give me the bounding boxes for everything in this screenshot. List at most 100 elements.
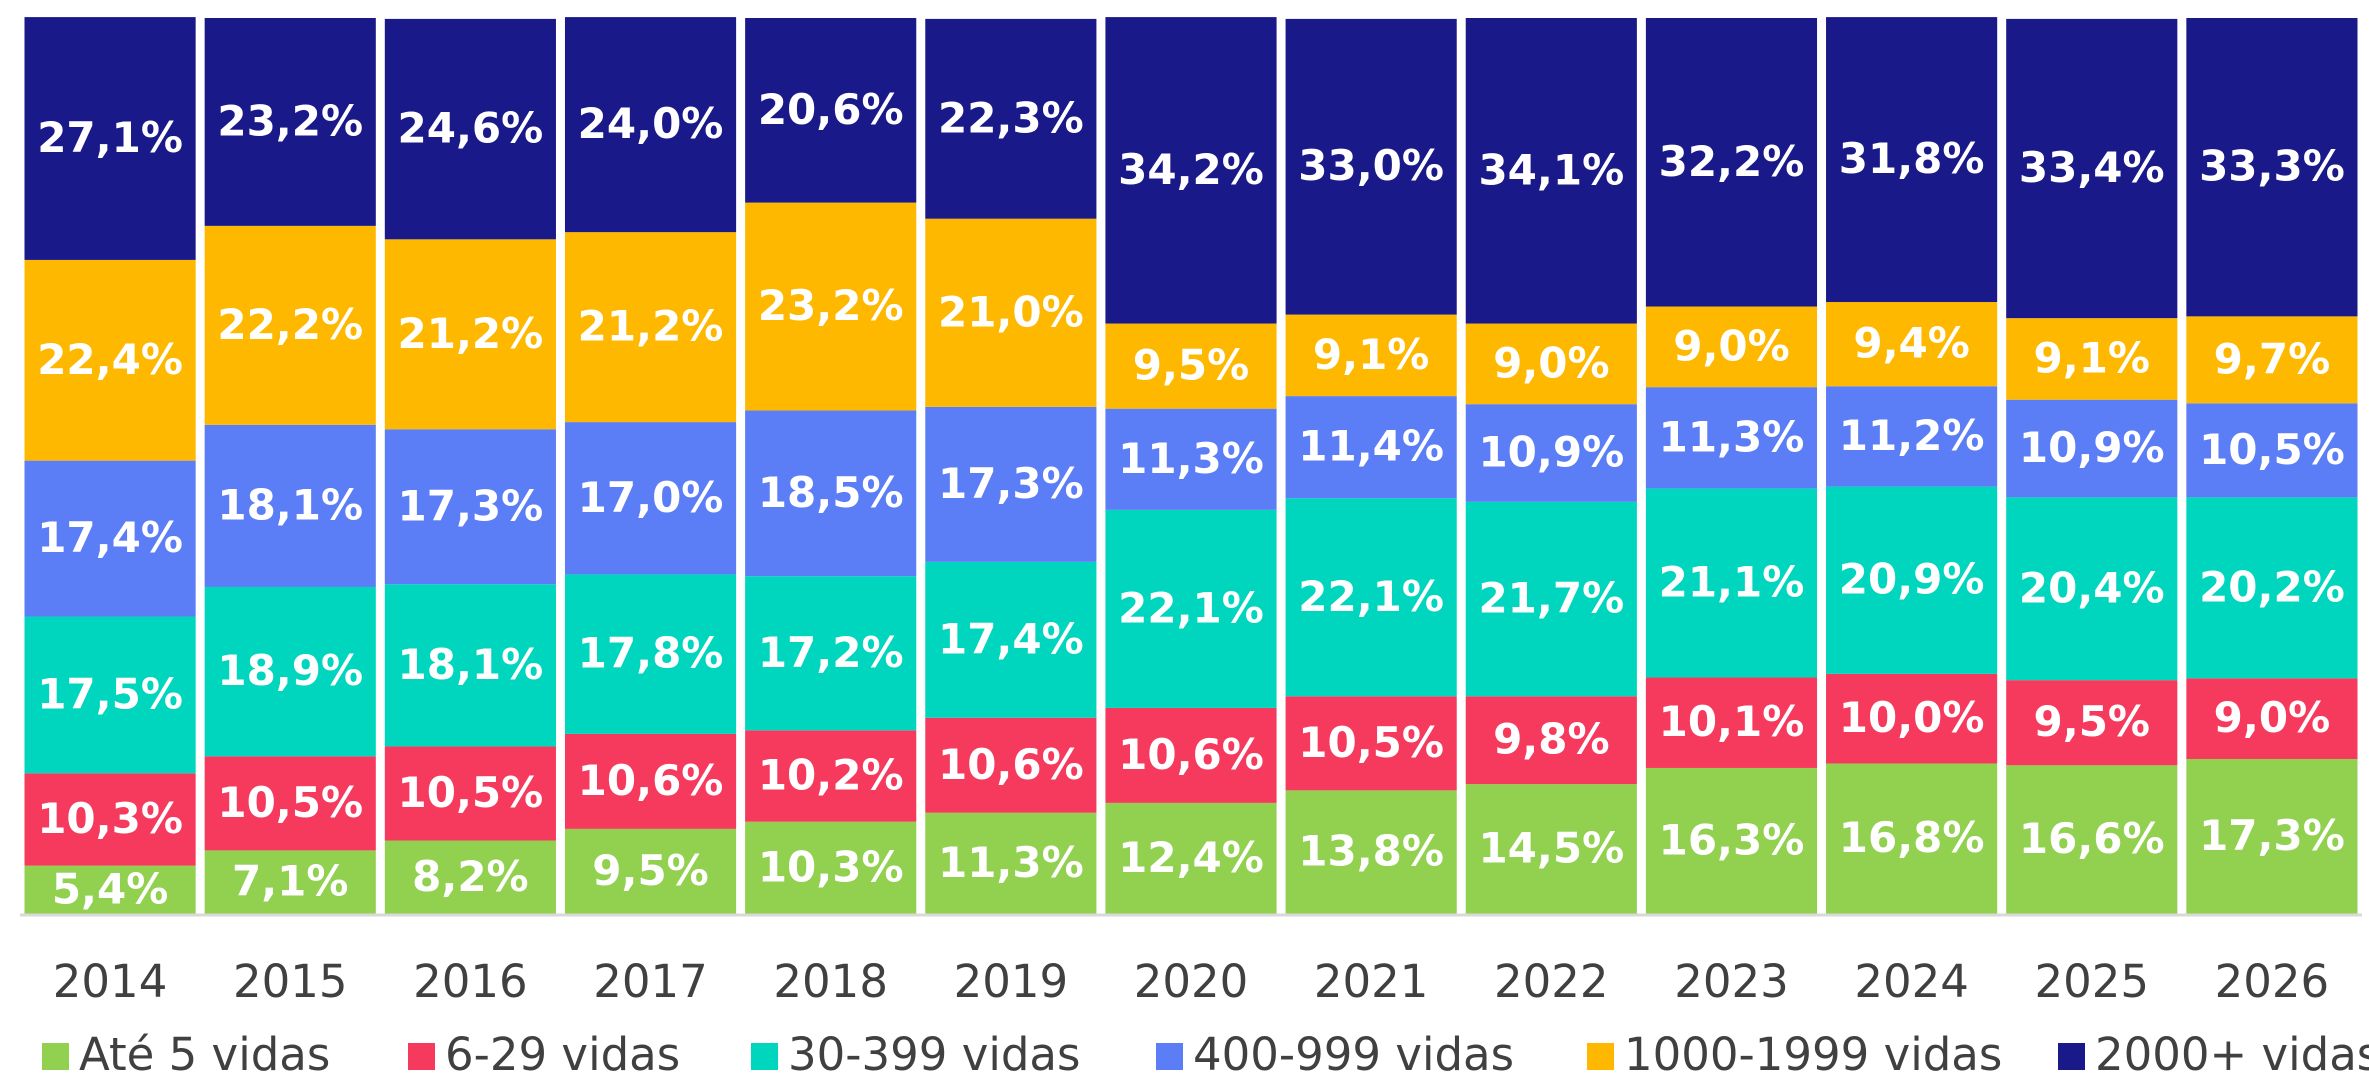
bar-segment xyxy=(1105,707,1277,803)
value-label: 20,2% xyxy=(2199,562,2345,611)
bar-segment xyxy=(1105,17,1277,324)
bar-segment xyxy=(1826,673,1998,764)
bar-segment xyxy=(745,18,917,203)
value-label: 22,1% xyxy=(1118,583,1264,632)
bar-segment xyxy=(1645,306,1818,388)
bar-segment xyxy=(384,429,556,585)
bar-segment xyxy=(384,584,556,747)
bar-segment xyxy=(1645,387,1818,489)
bar-segment xyxy=(24,17,196,260)
value-label: 20,9% xyxy=(1839,555,1985,604)
value-label: 11,3% xyxy=(1659,412,1805,461)
value-label: 10,5% xyxy=(398,768,544,817)
value-label: 18,1% xyxy=(217,480,363,529)
bar-segment xyxy=(925,812,1097,914)
value-label: 14,5% xyxy=(1478,824,1624,873)
legend-swatch xyxy=(1156,1043,1183,1070)
bar-segment xyxy=(564,17,737,233)
value-label: 27,1% xyxy=(37,113,183,162)
bar-segment xyxy=(384,239,556,430)
bar-segment xyxy=(1645,18,1818,307)
value-label: 21,7% xyxy=(1478,574,1624,623)
bar-segment xyxy=(1285,696,1457,791)
bar-segment xyxy=(1465,323,1637,405)
x-tick-label: 2022 xyxy=(1494,955,1609,1008)
x-tick-label: 2025 xyxy=(2035,955,2150,1008)
bar-segment xyxy=(204,225,376,425)
value-label: 17,0% xyxy=(578,473,724,522)
value-label: 20,4% xyxy=(2019,563,2165,612)
bar-segment xyxy=(564,232,737,423)
value-label: 9,1% xyxy=(1313,330,1429,379)
x-tick-label: 2015 xyxy=(233,955,348,1008)
value-label: 17,2% xyxy=(758,628,904,677)
bar-segment xyxy=(1826,302,1998,387)
value-label: 10,9% xyxy=(2019,423,2165,472)
bar-segment xyxy=(564,828,737,914)
value-label: 34,1% xyxy=(1478,145,1624,194)
bar-segment xyxy=(745,410,917,577)
x-tick-label: 2017 xyxy=(593,955,708,1008)
bar-segment xyxy=(204,850,376,914)
x-tick-label: 2020 xyxy=(1134,955,1249,1008)
value-label: 10,5% xyxy=(217,778,363,827)
value-label: 5,4% xyxy=(52,864,168,913)
value-label: 11,3% xyxy=(938,838,1084,887)
bar-segment xyxy=(2006,497,2178,681)
value-label: 21,2% xyxy=(578,302,724,351)
bar-segment xyxy=(925,717,1097,813)
legend-label: Até 5 vidas xyxy=(79,1028,330,1077)
value-label: 9,4% xyxy=(1853,319,1969,368)
bar-segment xyxy=(2186,678,2358,759)
value-label: 10,5% xyxy=(2199,425,2345,474)
value-label: 9,1% xyxy=(2034,333,2150,382)
bar-segment xyxy=(204,424,376,587)
legend-swatch xyxy=(2058,1043,2085,1070)
value-label: 11,4% xyxy=(1298,422,1444,471)
x-tick-label: 2021 xyxy=(1314,955,1429,1008)
bar-segment xyxy=(2006,399,2178,498)
bar-segment xyxy=(745,730,917,822)
legend-label: 30-399 vidas xyxy=(788,1028,1080,1077)
x-tick-label: 2014 xyxy=(53,955,168,1008)
bar-segment xyxy=(745,576,917,731)
bar-segment xyxy=(2186,758,2358,914)
value-label: 10,1% xyxy=(1659,697,1805,746)
value-label: 10,6% xyxy=(938,740,1084,789)
value-label: 24,0% xyxy=(578,99,724,148)
value-label: 11,3% xyxy=(1118,434,1264,483)
bar-segment xyxy=(2186,403,2358,498)
legend-swatch xyxy=(42,1043,69,1070)
bar-segment xyxy=(1285,790,1457,914)
value-label: 21,2% xyxy=(398,309,544,358)
value-label: 22,4% xyxy=(37,335,183,384)
bar-segment xyxy=(745,202,917,411)
bar-segment xyxy=(925,561,1097,718)
value-label: 17,3% xyxy=(398,481,544,530)
bar-segment xyxy=(1105,323,1277,409)
value-label: 9,5% xyxy=(1133,341,1249,390)
value-label: 10,6% xyxy=(578,756,724,805)
bar-segment xyxy=(1105,802,1277,914)
legend-label: 400-999 vidas xyxy=(1193,1028,1514,1077)
bar-segment xyxy=(745,821,917,914)
value-label: 13,8% xyxy=(1298,827,1444,876)
value-label: 7,1% xyxy=(232,857,348,906)
value-label: 33,0% xyxy=(1298,141,1444,190)
value-label: 9,0% xyxy=(2214,693,2330,742)
x-tick-label: 2023 xyxy=(1674,955,1789,1008)
legend-label: 1000-1999 vidas xyxy=(1624,1028,2002,1077)
value-label: 16,6% xyxy=(2019,814,2165,863)
bar-segment xyxy=(925,18,1097,219)
bar-segment xyxy=(1826,763,1998,914)
bar-segment xyxy=(1105,509,1277,708)
bar-segment xyxy=(1465,784,1637,914)
value-label: 18,5% xyxy=(758,468,904,517)
value-label: 9,0% xyxy=(1493,338,1609,387)
bar-segment xyxy=(1285,396,1457,499)
value-label: 33,3% xyxy=(2199,142,2345,191)
value-label: 31,8% xyxy=(1839,134,1985,183)
value-label: 10,3% xyxy=(37,794,183,843)
value-label: 21,1% xyxy=(1659,557,1805,606)
